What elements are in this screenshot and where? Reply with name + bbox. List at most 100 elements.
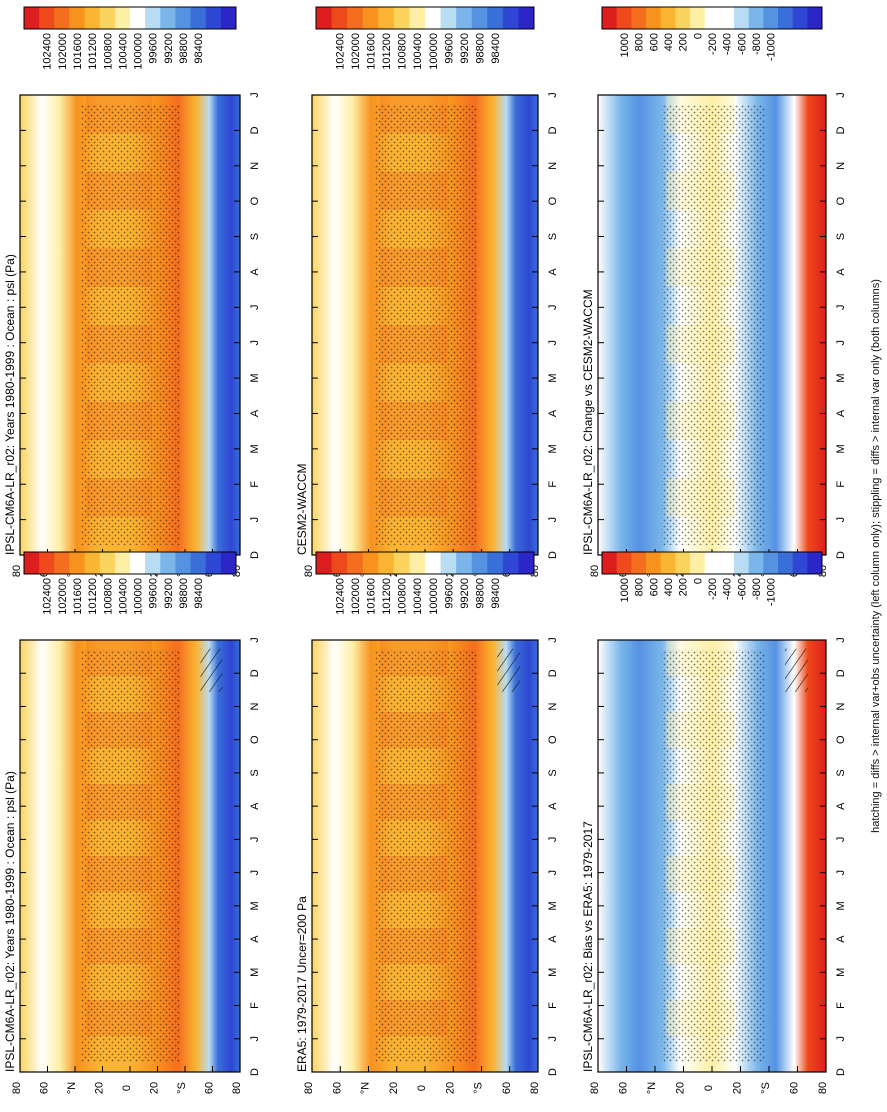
colorbar-swatch xyxy=(440,552,457,574)
panel-title: IPSL-CM6A-LR_r02: Change vs CESM2-WACCM xyxy=(581,289,595,555)
colorbar-level-label: 101200 xyxy=(87,578,99,615)
colorbar-frame xyxy=(601,6,823,30)
colorbar-level-label: 100400 xyxy=(412,33,424,70)
panel-5: DJFMAMJJASONDJ8060°N20020°S6080CESM2-WAC… xyxy=(295,92,559,577)
colorbar-swatch xyxy=(792,552,808,574)
month-tick-label: D xyxy=(249,551,261,559)
month-tick-label: M xyxy=(249,901,261,910)
month-tick-label: F xyxy=(249,481,261,488)
colorbar-level-label: -400 xyxy=(722,578,734,600)
colorbar-level-label: 98400 xyxy=(193,33,205,64)
colorbar-swatch xyxy=(409,552,426,574)
lat-tick-label: 20 xyxy=(94,1082,106,1094)
colorbar-frame xyxy=(601,551,823,575)
colorbar-level-label: 102000 xyxy=(350,33,362,70)
colorbar-level-label: 98800 xyxy=(178,33,190,64)
month-tick-label: M xyxy=(835,901,847,910)
colorbar-swatch xyxy=(99,7,116,29)
lat-tick-label: 20 xyxy=(149,1082,161,1094)
colorbar-level-label: -400 xyxy=(722,33,734,55)
lat-tick-label: °S xyxy=(473,1082,485,1094)
colorbar-swatch xyxy=(807,7,823,29)
colorbar: 1000 800 600 400 200 0 -200 -400 -600 -800 -1000 xyxy=(601,6,823,61)
hatching xyxy=(497,648,520,692)
month-tick-label: D xyxy=(249,126,261,134)
month-tick-label: J xyxy=(249,870,261,876)
colorbar-frame xyxy=(315,551,535,575)
lat-tick-label: 80 xyxy=(231,1082,243,1094)
colorbar-swatch xyxy=(393,552,410,574)
month-tick-label: J xyxy=(835,637,847,643)
colorbar-level-label: 101200 xyxy=(381,578,393,615)
colorbar: 102400 102000 101600 101200 100800 100400 1000… xyxy=(23,6,237,70)
panel-title: IPSL-CM6A-LR_r02: Bias vs ERA5: 1979-201… xyxy=(581,821,595,1072)
panel-title: IPSL-CM6A-LR_r02: Years 1980-1999 : Ocea… xyxy=(3,254,17,555)
colorbar-swatch xyxy=(347,552,364,574)
month-tick-label: J xyxy=(249,305,261,311)
month-tick-label: M xyxy=(249,444,261,453)
colorbar-swatch xyxy=(660,552,676,574)
colorbar-level-label: -800 xyxy=(751,578,763,600)
colorbar-swatch xyxy=(792,7,808,29)
month-tick-label: A xyxy=(835,268,847,276)
colorbar-swatch xyxy=(748,552,764,574)
month-tick-label: A xyxy=(249,409,261,417)
colorbar-swatch xyxy=(84,552,101,574)
month-tick-label: M xyxy=(835,444,847,453)
panel-3: D J F M A M J J A S O N D J 80 60 °N 20 0 20 °S 60 80 IPSL-CM6A… xyxy=(581,637,847,1094)
lat-tick-label: 60 xyxy=(789,1082,801,1094)
lat-tick-label: 80 xyxy=(11,1082,23,1094)
colorbar-level-label: 99200 xyxy=(163,578,175,609)
colorbar-swatch xyxy=(145,7,161,29)
lat-tick-label: 60 xyxy=(39,1082,51,1094)
colorbar-swatch xyxy=(748,7,764,29)
month-tick-label: N xyxy=(249,162,261,170)
colorbar: 102400 102000 101600 101200 100800 100400 1000… xyxy=(315,6,535,70)
colorbar-swatch xyxy=(378,7,395,29)
colorbar-swatch xyxy=(602,7,618,29)
colorbar-level-label: 99200 xyxy=(459,33,471,64)
colorbar-swatch xyxy=(425,552,442,574)
colorbar-swatch xyxy=(471,7,488,29)
colorbar-swatch xyxy=(646,7,662,29)
month-tick-label: J xyxy=(835,837,847,843)
lat-tick-label: 0 xyxy=(416,1085,428,1091)
colorbar-level-label: 100400 xyxy=(117,33,129,70)
lat-tick-label: 0 xyxy=(121,1085,133,1091)
colorbar-swatch xyxy=(160,7,176,29)
lat-tick-label: 80 xyxy=(817,1082,829,1094)
lat-tick-label: °S xyxy=(760,1082,772,1094)
lat-tick-label: °N xyxy=(360,1082,372,1094)
colorbar-swatch xyxy=(616,552,632,574)
colorbar-level-label: 100800 xyxy=(397,33,409,70)
colorbar-level-label: 102000 xyxy=(350,578,362,615)
month-tick-label: N xyxy=(547,702,559,710)
stippling xyxy=(81,105,181,545)
colorbar-swatch xyxy=(393,7,410,29)
colorbar-level-label: 101200 xyxy=(87,33,99,70)
colorbar-level-label: 400 xyxy=(663,578,675,596)
colorbar-level-label: 100800 xyxy=(102,33,114,70)
colorbar-swatch xyxy=(425,7,442,29)
month-tick-label: N xyxy=(547,162,559,170)
month-tick-label: A xyxy=(835,935,847,943)
month-tick-label: D xyxy=(835,1068,847,1076)
month-tick-label: S xyxy=(835,233,847,240)
colorbar-swatch xyxy=(456,552,473,574)
lat-tick-label: 20 xyxy=(388,1082,400,1094)
colorbar: 102400 102000 101600 101200 100800 100400 1000… xyxy=(315,551,535,615)
colorbar-swatch xyxy=(114,7,131,29)
colorbar-swatch xyxy=(704,7,720,29)
month-tick-label: J xyxy=(547,517,559,523)
month-tick-label: O xyxy=(835,196,847,205)
colorbar-swatch xyxy=(84,7,101,29)
month-tick-label: A xyxy=(249,935,261,943)
month-tick-label: J xyxy=(835,870,847,876)
colorbar-swatch xyxy=(331,552,348,574)
colorbar-level-label: 100000 xyxy=(428,33,440,70)
colorbar-swatch xyxy=(114,552,131,574)
colorbar-level-label: 99200 xyxy=(459,578,471,609)
lat-tick-label: 0 xyxy=(703,1085,715,1091)
colorbar-level-label: -800 xyxy=(751,33,763,55)
